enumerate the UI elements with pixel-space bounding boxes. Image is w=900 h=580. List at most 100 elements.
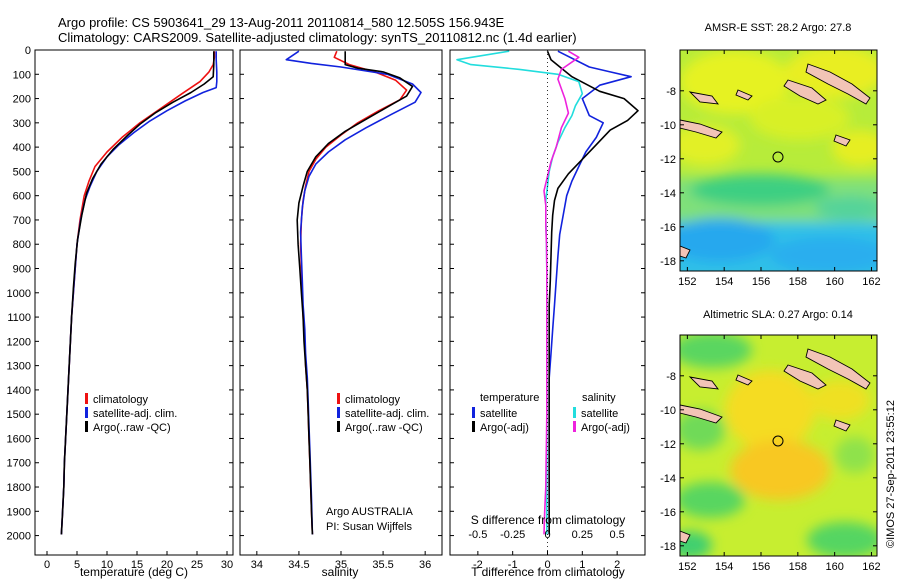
- sst-map-frame: [679, 49, 878, 272]
- series-line-t-argo-adj-: [546, 50, 639, 535]
- legend-swatch-climatology: [85, 393, 88, 404]
- lon-tick-label: 154: [715, 276, 733, 288]
- lon-tick-label: 156: [752, 561, 770, 573]
- lat-tick-label: -8: [666, 371, 676, 383]
- sla-coastlines: [680, 348, 871, 544]
- pi-label: PI: Susan Wijffels: [326, 521, 412, 533]
- difference-series: [456, 50, 639, 555]
- sst-longitude-axis: 152 154 156 158 160 162: [678, 50, 881, 288]
- x-tick-label: 2: [614, 559, 620, 571]
- depth-tick-label: 1200: [7, 336, 31, 348]
- salinity-panel: 34 34.5 35 35.5 36 salinity climatology sate…: [239, 49, 443, 579]
- lat-tick-label: -14: [660, 473, 676, 485]
- t-difference-x-axis: -2 -1 0 1 2: [473, 551, 620, 571]
- legend-label-climatology: climatology: [345, 394, 401, 406]
- temperature-panel: 0100200300400500600700800900100011001200…: [7, 45, 234, 579]
- temperature-axis-label: temperature (deg C): [80, 565, 188, 579]
- legend-label-climatology: climatology: [93, 394, 149, 406]
- x-tick-label: -1: [508, 559, 518, 571]
- header-line-2: Climatology: CARS2009. Satellite-adjuste…: [58, 30, 577, 45]
- x-tick-label: 35: [335, 559, 347, 571]
- difference-depth-ticks: [450, 49, 645, 537]
- legend-swatch-satellite: [337, 407, 340, 418]
- sst-argo-marker: [772, 151, 784, 163]
- depth-tick-label: 0: [25, 45, 31, 57]
- sla-longitude-axis: 152 154 156 158 160 162: [678, 335, 881, 573]
- lon-tick-label: 156: [752, 276, 770, 288]
- depth-tick-label: 1300: [7, 361, 31, 373]
- x-tick-label: 10: [101, 559, 113, 571]
- lat-tick-label: -16: [660, 222, 676, 234]
- lat-tick-label: -14: [660, 188, 676, 200]
- lat-tick-label: -10: [660, 120, 676, 132]
- lon-tick-label: 160: [825, 561, 843, 573]
- lon-tick-label: 158: [789, 276, 807, 288]
- lon-tick-label: 158: [789, 561, 807, 573]
- lon-tick-label: 152: [678, 276, 696, 288]
- lat-tick-label: -12: [660, 154, 676, 166]
- depth-tick-label: 400: [13, 142, 31, 154]
- lat-tick-label: -18: [660, 256, 676, 268]
- legend-label-satellite: satellite-adj. clim.: [345, 408, 429, 420]
- lon-tick-label: 154: [715, 561, 733, 573]
- legend-label-argo: Argo(..raw -QC): [345, 422, 423, 434]
- legend-label-t-satellite: satellite: [480, 408, 517, 420]
- series-line-argo-raw-qc-: [296, 51, 414, 535]
- x-tick-label: 25: [191, 559, 203, 571]
- lat-tick-label: -10: [660, 405, 676, 417]
- s-diff-tick-label: -0.5: [468, 529, 487, 541]
- lat-tick-label: -16: [660, 507, 676, 519]
- header-line-1: Argo profile: CS 5903641_29 13-Aug-2011 …: [58, 15, 505, 30]
- legend-swatch-climatology: [337, 393, 340, 404]
- legend-label-satellite: satellite-adj. clim.: [93, 408, 177, 420]
- x-tick-label: 30: [221, 559, 233, 571]
- depth-tick-label: 1400: [7, 385, 31, 397]
- legend-swatch-t-argo: [472, 421, 475, 432]
- x-tick-label: 35.5: [372, 559, 393, 571]
- sst-latitude-axis: -8 -10 -12 -14 -16 -18: [660, 86, 877, 268]
- legend-swatch-argo: [85, 421, 88, 432]
- lat-tick-label: -8: [666, 86, 676, 98]
- x-tick-label: 15: [131, 559, 143, 571]
- salinity-x-axis: 34 34.5 35 35.5 36: [251, 551, 431, 571]
- sla-map-panel: Altimetric SLA: 0.27 Argo: 0.14: [660, 309, 881, 573]
- legend-swatch-s-argo: [573, 421, 576, 432]
- x-tick-label: -2: [473, 559, 483, 571]
- legend-title-salinity: salinity: [582, 392, 616, 404]
- salinity-series: [285, 50, 422, 535]
- s-diff-tick-label: 0: [544, 529, 550, 541]
- salinity-axis-label: salinity: [322, 565, 359, 579]
- temperature-legend: climatology satellite-adj. clim. Argo(..…: [85, 393, 177, 434]
- depth-tick-label: 900: [13, 264, 31, 276]
- sla-map-title: Altimetric SLA: 0.27 Argo: 0.14: [703, 309, 853, 321]
- depth-tick-label: 1000: [7, 288, 31, 300]
- depth-tick-label: 1600: [7, 433, 31, 445]
- lon-tick-label: 162: [862, 561, 880, 573]
- depth-tick-label: 700: [13, 215, 31, 227]
- sst-map-title: AMSR-E SST: 28.2 Argo: 27.8: [705, 22, 852, 34]
- depth-axis: 0 100 200 300 400 500 600 700 800 900 1000 1100 1200…: [7, 45, 233, 543]
- series-line-argo-raw-qc-: [60, 51, 215, 535]
- lon-tick-label: 152: [678, 561, 696, 573]
- difference-panel: -2 -1 0 1 2 -0.5 -0.25 0 0.25 0.5 S difference f…: [449, 49, 646, 579]
- sst-map-field: [680, 50, 877, 271]
- legend-swatch-s-satellite: [573, 407, 576, 418]
- x-tick-label: 1: [579, 559, 585, 571]
- depth-tick-label: 100: [13, 69, 31, 81]
- depth-tick-label: 1900: [7, 506, 31, 518]
- sla-argo-marker: [772, 435, 784, 447]
- sla-latitude-axis: -8 -10 -12 -14 -16 -18: [660, 371, 877, 553]
- legend-label-t-argo: Argo(-adj): [480, 422, 529, 434]
- x-tick-label: 36: [419, 559, 431, 571]
- temperature-axes-frame: [34, 49, 234, 556]
- legend-label-argo: Argo(..raw -QC): [93, 422, 171, 434]
- depth-tick-label: 300: [13, 118, 31, 130]
- s-difference-axis-label: S difference from climatology: [471, 513, 626, 527]
- legend-swatch-t-satellite: [472, 407, 475, 418]
- depth-tick-label: 1800: [7, 482, 31, 494]
- imos-credit: ©IMOS 27-Sep-2011 23:55:12: [885, 400, 897, 548]
- s-diff-tick-label: 0.5: [609, 529, 624, 541]
- sst-coastlines: [680, 63, 871, 259]
- s-diff-tick-label: 0.25: [572, 529, 593, 541]
- lon-tick-label: 162: [862, 276, 880, 288]
